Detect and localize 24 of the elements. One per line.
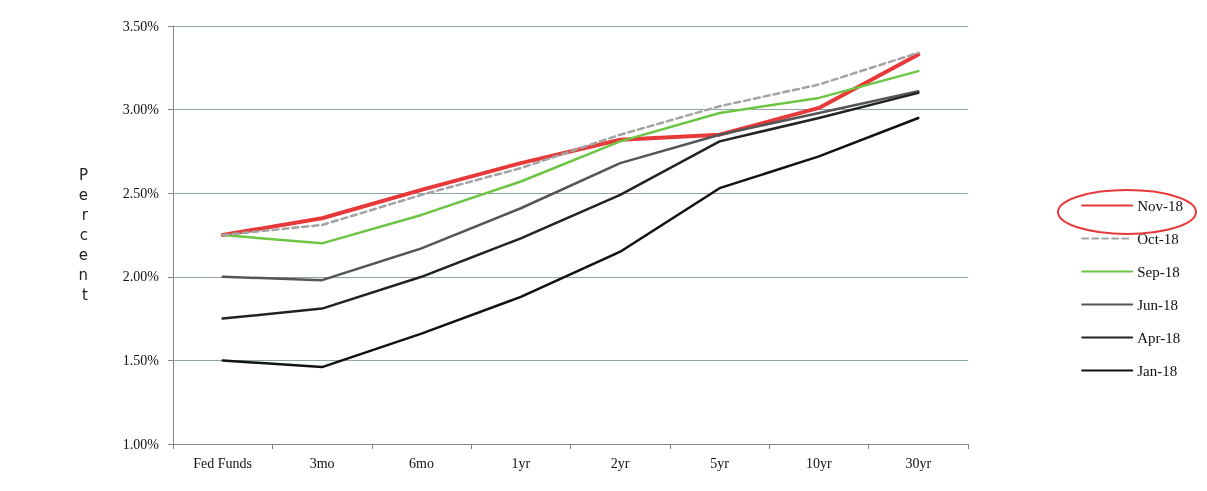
y-tick-label: 2.50% bbox=[122, 185, 160, 201]
line-series bbox=[221, 116, 920, 369]
line-series bbox=[221, 91, 920, 320]
x-tick-label: 2yr bbox=[610, 455, 630, 471]
y-axis-title: Percent bbox=[78, 166, 89, 304]
legend-label: Nov-18 bbox=[1137, 197, 1183, 214]
x-tick-label: 1yr bbox=[511, 455, 531, 471]
y-tick-label: 3.00% bbox=[122, 102, 160, 118]
x-tick-label: 30yr bbox=[905, 455, 932, 471]
x-tick-label: 10yr bbox=[806, 455, 833, 471]
legend-label: Jun-18 bbox=[1137, 296, 1179, 313]
legend-label: Sep-18 bbox=[1137, 263, 1180, 280]
y-tick-label: 1.50% bbox=[122, 352, 160, 368]
x-tick-label: 6mo bbox=[408, 455, 434, 471]
x-tick-label: 5yr bbox=[710, 455, 730, 471]
x-tick-label: 3mo bbox=[309, 455, 335, 471]
x-tick-label: Fed Funds bbox=[193, 455, 253, 471]
y-tick-label: 3.50% bbox=[122, 18, 160, 34]
y-tick-label: 1.00% bbox=[122, 436, 160, 452]
legend-label: Oct-18 bbox=[1137, 230, 1179, 247]
line-series bbox=[221, 89, 920, 282]
legend-label: Jan-18 bbox=[1137, 362, 1178, 379]
legend-label: Apr-18 bbox=[1137, 329, 1181, 346]
y-tick-label: 2.00% bbox=[122, 269, 160, 285]
